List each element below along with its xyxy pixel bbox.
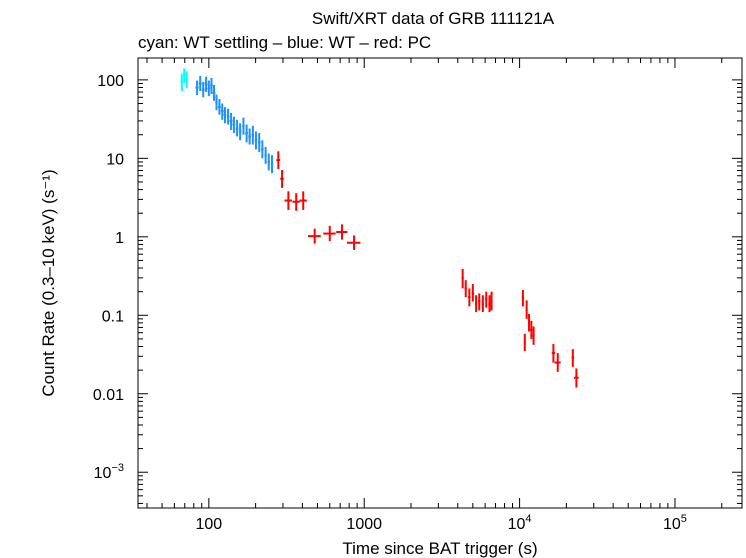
data-point: [245, 124, 248, 143]
data-point: [261, 140, 264, 159]
data-point: [521, 289, 524, 307]
data-point: [264, 146, 267, 164]
data-point: [485, 291, 488, 308]
chart-title: Swift/XRT data of GRB 111121A: [312, 9, 555, 28]
data-point: [183, 68, 186, 84]
data-point: [257, 133, 261, 153]
data-point: [185, 71, 188, 89]
y-tick-label: 10: [106, 151, 124, 168]
data-point: [461, 268, 464, 289]
data-point: [464, 280, 467, 298]
data-point: [229, 112, 233, 130]
data-points: [180, 68, 579, 388]
data-point: [226, 108, 230, 125]
data-point: [347, 235, 361, 250]
data-point: [554, 353, 561, 372]
data-point: [204, 76, 208, 93]
data-point: [254, 131, 258, 150]
y-tick-label: 100: [97, 73, 124, 90]
data-point: [523, 333, 526, 352]
data-point: [478, 293, 481, 311]
data-point: [235, 119, 239, 137]
data-point: [217, 99, 221, 115]
data-point: [180, 73, 184, 92]
data-point: [195, 80, 199, 96]
x-tick-label: 104: [508, 513, 532, 533]
data-point: [323, 225, 336, 242]
data-point: [238, 123, 242, 141]
data-point: [212, 85, 216, 101]
data-point: [308, 228, 321, 244]
data-point: [276, 151, 281, 170]
data-point: [201, 81, 205, 98]
x-tick-label-base: 10: [508, 516, 526, 533]
x-tick-label: 105: [663, 513, 687, 533]
x-tick-label-exponent: 4: [525, 513, 531, 525]
x-tick-label-base: 10: [663, 516, 681, 533]
x-tick-label: 100: [195, 516, 222, 533]
data-point: [242, 117, 245, 135]
data-point: [248, 128, 251, 145]
data-point: [574, 368, 579, 388]
data-point: [215, 94, 218, 111]
plot-frame: [137, 57, 743, 509]
x-tick-label-exponent: 5: [681, 513, 687, 525]
data-point: [223, 107, 227, 124]
series-wt-settling: [180, 68, 188, 92]
data-point: [198, 76, 202, 92]
series-wt: [195, 76, 274, 174]
data-point: [481, 295, 484, 313]
data-point: [210, 77, 213, 95]
data-point: [220, 103, 224, 120]
data-point: [207, 80, 211, 97]
y-tick-label: 0.01: [93, 387, 124, 404]
data-point: [251, 125, 255, 145]
data-point: [488, 295, 491, 313]
data-point: [299, 191, 307, 210]
data-point: [292, 193, 300, 211]
y-tick-label: 10−3: [94, 462, 124, 482]
data-point: [532, 326, 535, 345]
data-point: [471, 284, 475, 302]
data-point: [280, 170, 284, 188]
chart-subtitle: cyan: WT settling – blue: WT – red: PC: [138, 33, 431, 52]
y-tick-label-exponent: −3: [111, 462, 124, 474]
y-tick-label-base: 10: [94, 465, 112, 482]
data-point: [270, 155, 274, 174]
series-pc: [276, 151, 579, 388]
x-tick-label: 1000: [346, 516, 382, 533]
data-point: [267, 153, 270, 171]
data-point: [474, 295, 478, 313]
x-axis-label: Time since BAT trigger (s): [342, 539, 537, 558]
data-point: [571, 349, 575, 367]
data-point: [527, 313, 531, 332]
data-point: [525, 300, 528, 319]
data-point: [551, 344, 556, 363]
y-tick-label: 0.1: [102, 308, 124, 325]
data-point: [490, 291, 493, 311]
y-tick-label: 1: [115, 230, 124, 247]
data-point: [336, 224, 348, 240]
data-point: [232, 116, 236, 134]
y-axis-label: Count Rate (0.3–10 keV) (s⁻¹): [39, 169, 58, 396]
axis-ticks: [138, 58, 742, 508]
data-point: [284, 191, 293, 210]
data-point: [530, 320, 533, 339]
data-point: [468, 288, 471, 307]
